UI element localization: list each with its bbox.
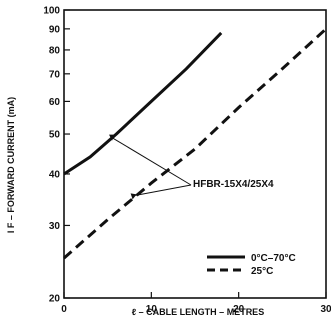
- y-tick-label: 30: [49, 221, 61, 232]
- x-axis-title: ℓ – CABLE LENGTH – METRES: [132, 307, 264, 317]
- y-tick-label: 40: [49, 169, 61, 180]
- y-tick-label: 70: [49, 69, 61, 80]
- annotation-leader-line: [135, 184, 192, 196]
- y-tick-label: 80: [49, 45, 61, 56]
- annotation-arrowhead: [109, 134, 116, 141]
- annotation-label: HFBR-15X4/25X4: [193, 179, 274, 190]
- y-tick-label: 60: [49, 97, 61, 108]
- x-tick-label: 20: [233, 304, 245, 315]
- plot-frame: [63, 9, 327, 299]
- annotation-arrowhead: [130, 193, 137, 200]
- x-tick-label: 0: [61, 304, 67, 315]
- y-tick-label: 100: [43, 6, 60, 17]
- y-tick-label: 50: [49, 130, 61, 141]
- legend-label: 0°C–70°C: [251, 253, 296, 264]
- y-tick-label: 20: [49, 294, 61, 305]
- y-axis-title: I F – FORWARD CURRENT (mA): [6, 97, 16, 233]
- legend-label: 25°C: [251, 266, 273, 277]
- series-line-solid: [63, 31, 223, 176]
- series-line-dashed: [63, 27, 328, 260]
- y-tick-label: 90: [49, 24, 61, 35]
- x-tick-label: 10: [146, 304, 158, 315]
- x-tick-label: 30: [320, 304, 331, 315]
- annotation-leader-line: [111, 137, 192, 186]
